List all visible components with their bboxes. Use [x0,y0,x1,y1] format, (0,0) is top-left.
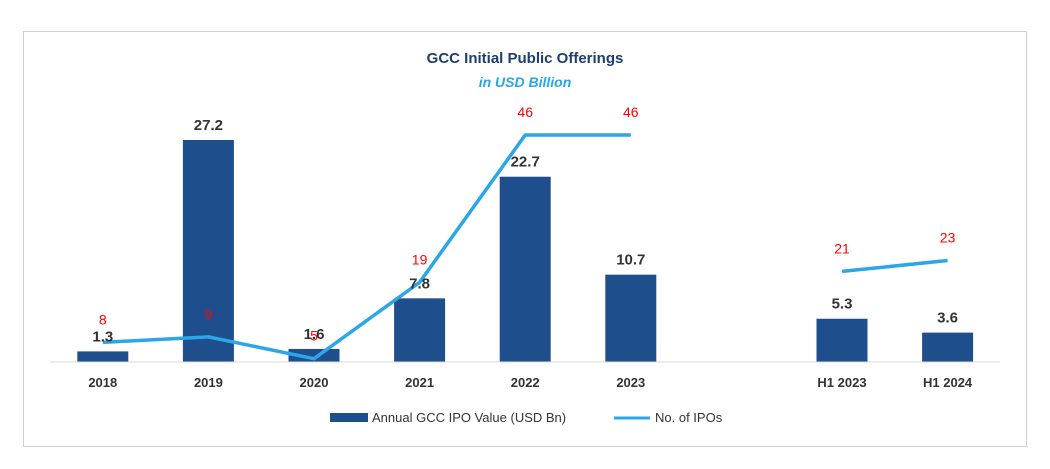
legend-bar-label: Annual GCC IPO Value (USD Bn) [372,410,566,425]
bar-value-label: 1.6 [304,326,325,343]
x-tick-label: 2018 [88,375,117,390]
bar-value-label: 7.8 [409,275,430,292]
bar-value-label: 5.3 [832,296,853,313]
bar-value-label: 1.3 [92,328,113,345]
bar-value-label: 10.7 [616,252,645,269]
line-value-label: 5 [310,328,318,344]
bar-value-label: 3.6 [937,310,958,327]
ipo-count-line [841,258,948,274]
bar-value-label: 27.2 [194,117,223,134]
line-value-label: 19 [412,251,428,267]
line-value-label: 46 [517,104,533,120]
line-value-label: 23 [940,230,956,246]
legend-bar-swatch [330,413,368,422]
bar [499,176,551,362]
line-value-label: 21 [834,240,850,256]
bars-layer [77,140,974,362]
line-value-label: 9 [205,306,213,322]
x-tick-label: 2020 [300,375,329,390]
x-tick-label: 2022 [511,375,540,390]
x-tick-label: 2019 [194,375,223,390]
ticks-layer: 2018 2019 2020 2021 2022 2023 H1 2023 H1 2024 [88,375,973,390]
chart-subtitle: in USD Billion [479,74,572,90]
bar [394,298,446,362]
bar [77,351,129,362]
bar-value-label: 22.7 [511,154,540,171]
line-value-label: 46 [623,104,639,120]
bar [605,274,657,362]
line-layer [102,133,948,361]
bar [288,348,340,362]
line-value-label: 8 [99,311,107,327]
x-tick-label: H1 2024 [923,375,973,390]
bar [922,332,974,362]
legend-line-label: No. of IPOs [655,410,723,425]
x-tick-label: 2021 [405,375,434,390]
bar [182,140,234,362]
labels-layer: 1.3 27.2 1.6 7.8 22.7 10.7 5.3 3.6 8 9 5 19 46 46 21 23 [92,104,958,345]
ipo-count-line [102,133,631,361]
legend: Annual GCC IPO Value (USD Bn) No. of IPO… [330,410,723,425]
bar [816,318,868,362]
x-tick-label: H1 2023 [817,375,866,390]
chart-title: GCC Initial Public Offerings [427,50,624,67]
x-tick-label: 2023 [616,375,645,390]
